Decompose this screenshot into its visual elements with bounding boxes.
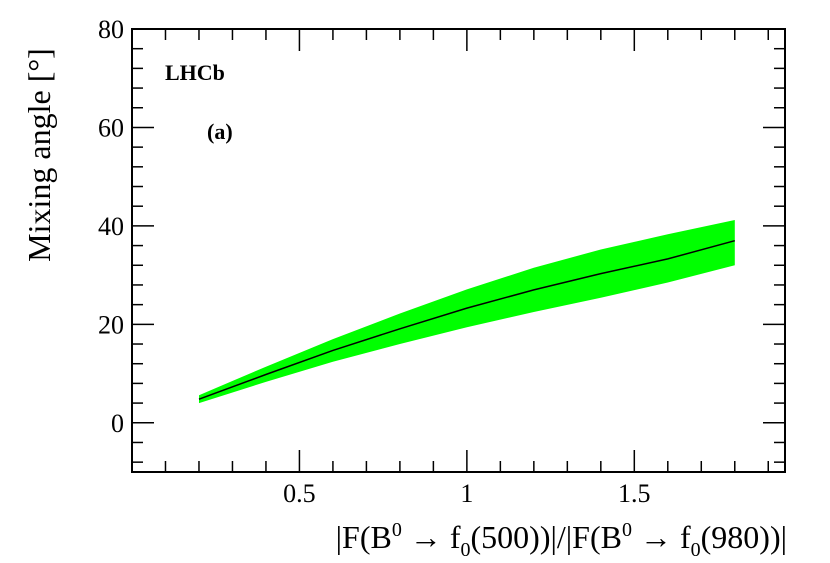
lhcb-label: LHCb bbox=[165, 60, 225, 85]
y-tick-label: 60 bbox=[98, 113, 124, 142]
panel-label: (a) bbox=[207, 119, 233, 144]
y-tick-label: 40 bbox=[98, 212, 124, 241]
uncertainty-band bbox=[199, 220, 735, 404]
x-axis-title: |F(B0 → f0(500))|/|F(B0 → f0(980))| bbox=[336, 519, 787, 561]
y-axis-title: Mixing angle [°] bbox=[21, 48, 57, 262]
x-tick-label: 0.5 bbox=[283, 479, 316, 508]
x-tick-label: 1 bbox=[460, 479, 473, 508]
central-value-line bbox=[198, 239, 735, 400]
central-line-layer bbox=[198, 239, 735, 400]
y-tick-label: 80 bbox=[98, 15, 124, 44]
tick-layer bbox=[132, 28, 785, 472]
confidence-band-layer bbox=[199, 220, 735, 404]
plot-frame bbox=[131, 28, 786, 473]
y-tick-label: 20 bbox=[98, 310, 124, 339]
x-tick-label: 1.5 bbox=[618, 479, 651, 508]
y-tick-label: 0 bbox=[111, 409, 124, 438]
tick-label-layer: 0.5 1 1.5 0 20 40 60 80 bbox=[98, 15, 651, 508]
